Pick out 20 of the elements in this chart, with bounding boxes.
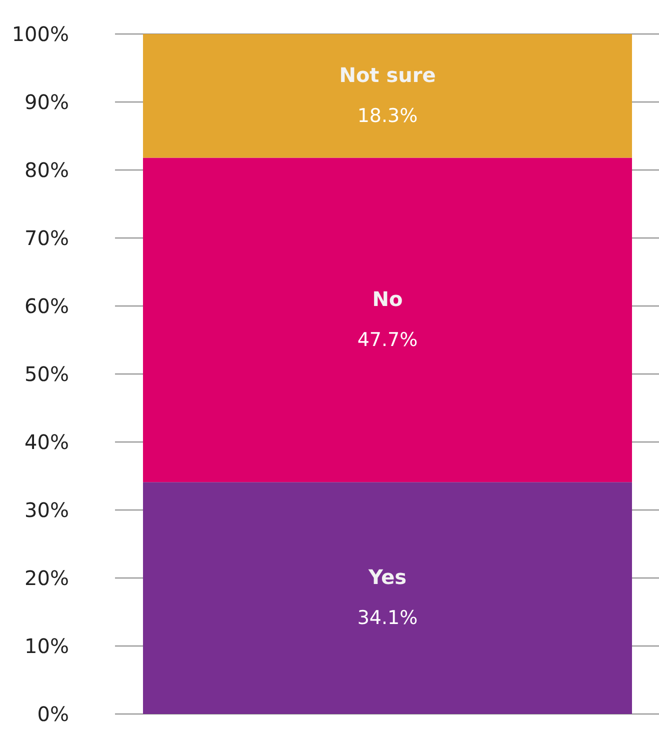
- bar: [143, 158, 632, 482]
- y-tick-label: 90%: [24, 90, 69, 114]
- y-tick-label: 30%: [24, 498, 69, 522]
- data-label: 34.1%: [357, 607, 418, 630]
- bar: [143, 482, 632, 714]
- data-label: 47.7%: [357, 328, 418, 351]
- y-tick-label: 60%: [24, 294, 69, 318]
- y-tick-label: 0%: [37, 702, 69, 726]
- y-tick-label: 100%: [12, 22, 69, 46]
- y-tick-label: 80%: [24, 158, 69, 182]
- bar: [143, 34, 632, 158]
- y-tick-label: 40%: [24, 430, 69, 454]
- series-label: Not sure: [339, 62, 436, 87]
- series-label: Yes: [367, 565, 407, 590]
- series-label: No: [372, 286, 403, 311]
- data-label: 18.3%: [357, 104, 418, 127]
- y-tick-label: 70%: [24, 226, 69, 250]
- y-tick-label: 50%: [24, 362, 69, 386]
- y-tick-label: 20%: [24, 566, 69, 590]
- y-tick-label: 10%: [24, 634, 69, 658]
